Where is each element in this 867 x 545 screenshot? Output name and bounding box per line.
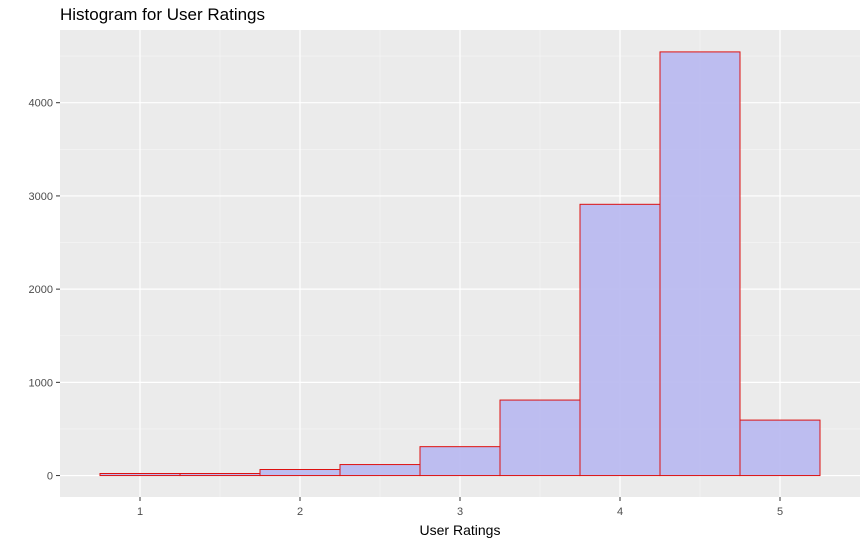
x-tick-label: 2 <box>297 506 303 518</box>
x-tick-label: 3 <box>457 506 463 518</box>
x-tick-label: 4 <box>617 506 623 518</box>
axis-ticks <box>56 102 781 501</box>
histogram-bar <box>499 399 581 477</box>
x-tick-labels: 1 2 3 4 5 <box>137 506 783 518</box>
histogram-bar <box>739 419 821 477</box>
y-tick-label: 0 <box>47 471 53 483</box>
histogram-bars <box>99 51 821 477</box>
x-axis-title: User Ratings <box>420 522 501 538</box>
histogram-bar <box>179 473 261 477</box>
histogram-bar <box>419 446 501 477</box>
y-tick-label: 3000 <box>29 191 53 203</box>
y-tick-labels: 0 1000 2000 3000 4000 <box>29 98 53 483</box>
y-tick-label: 1000 <box>29 377 53 389</box>
histogram-bar <box>579 203 661 477</box>
histogram-bar <box>339 464 421 477</box>
y-tick-label: 4000 <box>29 98 53 110</box>
histogram-bar <box>259 469 341 477</box>
histogram-bar <box>99 473 181 477</box>
y-tick-label: 2000 <box>29 284 53 296</box>
x-tick-label: 1 <box>137 506 143 518</box>
histogram-bar <box>659 51 741 477</box>
chart-title: Histogram for User Ratings <box>60 5 266 24</box>
x-tick-label: 5 <box>777 506 783 518</box>
